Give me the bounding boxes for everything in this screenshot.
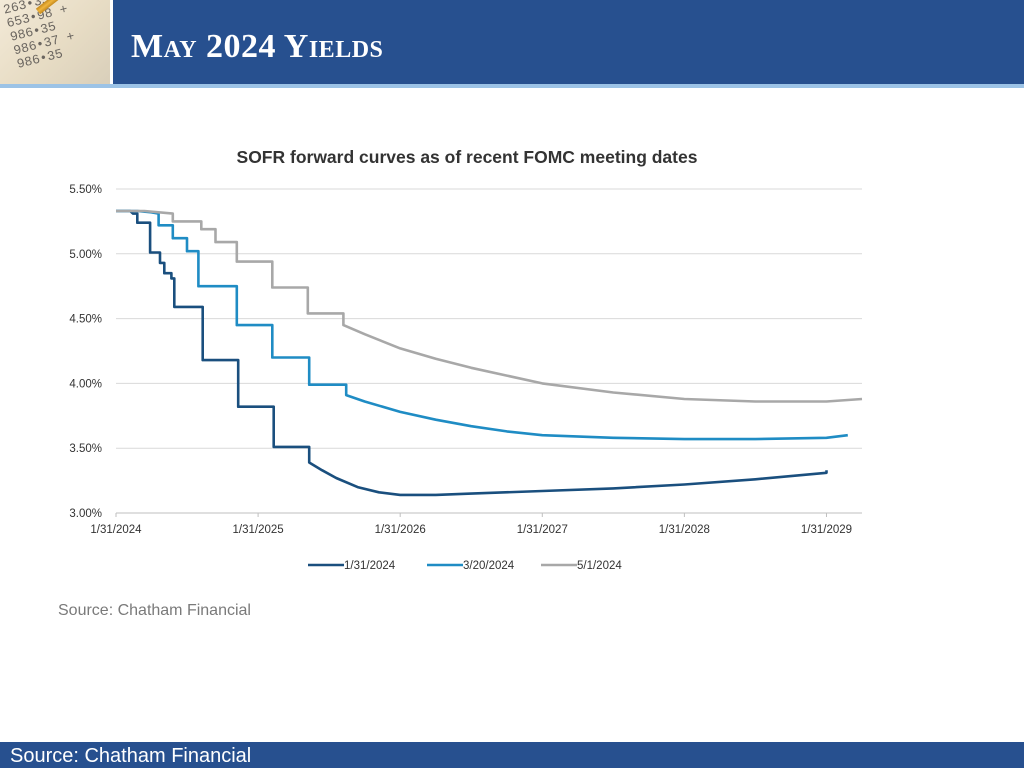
x-axis: 1/31/2024 1/31/2025 1/31/2026 1/31/2027 1/31… <box>90 513 852 536</box>
legend: 1/31/2024 3/20/2024 5/1/2024 <box>308 560 622 572</box>
y-axis: 3.00% 3.50% 4.00% 4.50% 5.00% 5.50% <box>69 184 102 520</box>
x-tick-label: 1/31/2027 <box>517 524 568 536</box>
header-bar <box>0 0 1024 84</box>
footer-source: Source: Chatham Financial <box>10 745 252 767</box>
x-tick-label: 1/31/2029 <box>801 524 852 536</box>
gridlines <box>116 188 862 514</box>
series-line-3 <box>116 209 863 403</box>
y-tick-label: 3.00% <box>69 508 102 520</box>
x-tick-label: 1/31/2026 <box>375 524 426 536</box>
x-tick-label: 1/31/2024 <box>90 524 142 536</box>
slide-title: May 2024 Yields <box>131 28 384 65</box>
x-tick-label: 1/31/2028 <box>659 524 710 536</box>
y-tick-label: 5.00% <box>69 249 102 261</box>
header-rule <box>0 84 1024 88</box>
chart-title: SOFR forward curves as of recent FOMC me… <box>237 147 698 167</box>
y-tick-label: 5.50% <box>69 184 102 196</box>
y-tick-label: 4.50% <box>69 314 102 326</box>
legend-label: 5/1/2024 <box>577 560 622 572</box>
ledger-pencil-thumbnail: 263•35 653•98 + 986•35 986•37 + 986•35 <box>0 0 110 84</box>
y-tick-label: 3.50% <box>69 443 102 455</box>
y-tick-label: 4.00% <box>69 378 102 390</box>
x-tick-label: 1/31/2025 <box>233 524 284 536</box>
series-line-2 <box>116 209 848 441</box>
thumbnail-divider <box>110 0 113 84</box>
series-line-1 <box>116 209 828 497</box>
footer-bar: Source: Chatham Financial <box>0 742 1024 768</box>
series-lines <box>116 209 863 497</box>
chart: SOFR forward curves as of recent FOMC me… <box>69 147 863 572</box>
legend-label: 3/20/2024 <box>463 560 515 572</box>
source-note: Source: Chatham Financial <box>58 602 251 619</box>
legend-label: 1/31/2024 <box>344 560 396 572</box>
